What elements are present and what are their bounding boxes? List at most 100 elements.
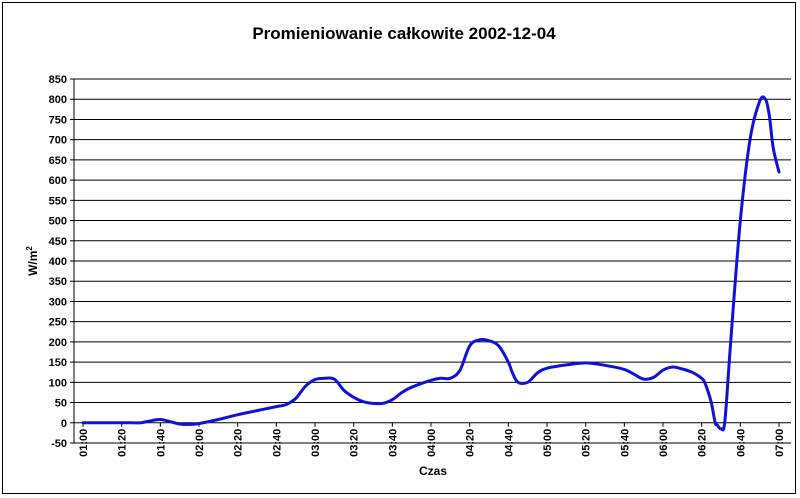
- x-tick-label: 05:00: [542, 429, 554, 457]
- data-point: [511, 371, 513, 373]
- data-point: [304, 385, 306, 387]
- x-tick-label: 03:00: [310, 429, 322, 457]
- data-point: [565, 364, 567, 366]
- data-point: [382, 402, 384, 404]
- data-point: [324, 377, 326, 379]
- y-axis-label-sup: 2: [25, 246, 34, 251]
- y-axis-ticks: -50 0 50 100 150 200 250 300 350 400 450 500 550 600 6…: [49, 74, 74, 450]
- x-tick-label: 01:00: [78, 429, 90, 457]
- data-point: [691, 371, 693, 373]
- y-tick-label: 300: [49, 296, 67, 308]
- data-point: [353, 396, 355, 398]
- chart: Promieniowanie całkowite 2002-12-04 -50 0…: [25, 24, 791, 478]
- data-point: [724, 420, 726, 422]
- data-point: [159, 419, 161, 421]
- data-point: [527, 381, 529, 383]
- y-tick-label: 700: [49, 135, 67, 147]
- data-point: [411, 386, 413, 388]
- data-point: [778, 171, 780, 173]
- data-point: [275, 406, 277, 408]
- data-point: [714, 422, 716, 424]
- data-point: [498, 345, 500, 347]
- data-point: [764, 98, 766, 100]
- data-point: [672, 366, 674, 368]
- x-tick-label: 04:20: [465, 429, 477, 457]
- data-point: [343, 389, 345, 391]
- data-point: [716, 424, 718, 426]
- y-tick-label: 400: [49, 256, 67, 268]
- y-tick-label: 550: [49, 195, 67, 207]
- y-axis-label-base: W/m: [26, 251, 40, 276]
- data-point: [362, 401, 364, 403]
- y-tick-label: 600: [49, 175, 67, 187]
- data-point: [314, 379, 316, 381]
- x-tick-label: 05:40: [619, 429, 631, 457]
- data-point: [768, 114, 770, 116]
- data-point: [150, 420, 152, 422]
- data-point: [217, 419, 219, 421]
- data-point: [121, 422, 123, 424]
- data-point: [701, 377, 703, 379]
- data-point: [662, 369, 664, 371]
- data-point: [749, 139, 751, 141]
- data-point: [730, 341, 732, 343]
- x-axis-ticks: 01:00 01:20 01:40 02:00 02:20 02:40 03:00 03:20…: [78, 422, 786, 457]
- data-point: [759, 100, 761, 102]
- data-point: [372, 402, 374, 404]
- data-point: [140, 422, 142, 424]
- data-point: [739, 220, 741, 222]
- data-point: [623, 368, 625, 370]
- data-point: [710, 402, 712, 404]
- data-point: [285, 404, 287, 406]
- data-point: [478, 339, 480, 341]
- y-tick-label: 750: [49, 114, 67, 126]
- data-point: [179, 423, 181, 425]
- data-point: [440, 377, 442, 379]
- data-point: [643, 378, 645, 380]
- data-point: [401, 391, 403, 393]
- data-point: [449, 377, 451, 379]
- x-tick-label: 02:20: [233, 429, 245, 457]
- data-point: [237, 414, 239, 416]
- x-tick-label: 01:40: [155, 429, 167, 457]
- y-tick-label: 50: [55, 398, 67, 410]
- chart-title: Promieniowanie całkowite 2002-12-04: [252, 24, 556, 43]
- y-tick-label: 500: [49, 216, 67, 228]
- y-tick-label: 100: [49, 377, 67, 389]
- data-point: [295, 398, 297, 400]
- y-tick-label: 650: [49, 155, 67, 167]
- data-point: [517, 381, 519, 383]
- data-point: [507, 361, 509, 363]
- y-tick-label: 800: [49, 94, 67, 106]
- data-point: [208, 421, 210, 423]
- x-tick-label: 04:00: [426, 429, 438, 457]
- y-axis-label: W/m2: [25, 246, 40, 276]
- x-tick-label: 06:40: [735, 429, 747, 457]
- x-tick-label: 05:20: [581, 429, 593, 457]
- x-tick-label: 07:00: [774, 429, 786, 457]
- x-axis-label: Czas: [419, 464, 447, 478]
- data-point: [101, 422, 103, 424]
- y-tick-label: 200: [49, 337, 67, 349]
- data-point: [469, 345, 471, 347]
- data-point: [188, 423, 190, 425]
- data-point: [333, 378, 335, 380]
- data-point: [391, 399, 393, 401]
- data-point: [82, 422, 84, 424]
- data-point: [459, 369, 461, 371]
- y-tick-label: 150: [49, 357, 67, 369]
- y-tick-label: 250: [49, 317, 67, 329]
- data-point: [604, 364, 606, 366]
- y-tick-label: 850: [49, 74, 67, 86]
- y-tick-label: 450: [49, 236, 67, 248]
- x-tick-label: 04:40: [503, 429, 515, 457]
- x-tick-label: 06:20: [697, 429, 709, 457]
- x-tick-label: 03:40: [387, 429, 399, 457]
- data-point: [652, 376, 654, 378]
- data-point: [720, 428, 722, 430]
- data-point: [488, 340, 490, 342]
- data-point: [256, 410, 258, 412]
- data-point: [430, 379, 432, 381]
- y-tick-label: 0: [61, 418, 67, 430]
